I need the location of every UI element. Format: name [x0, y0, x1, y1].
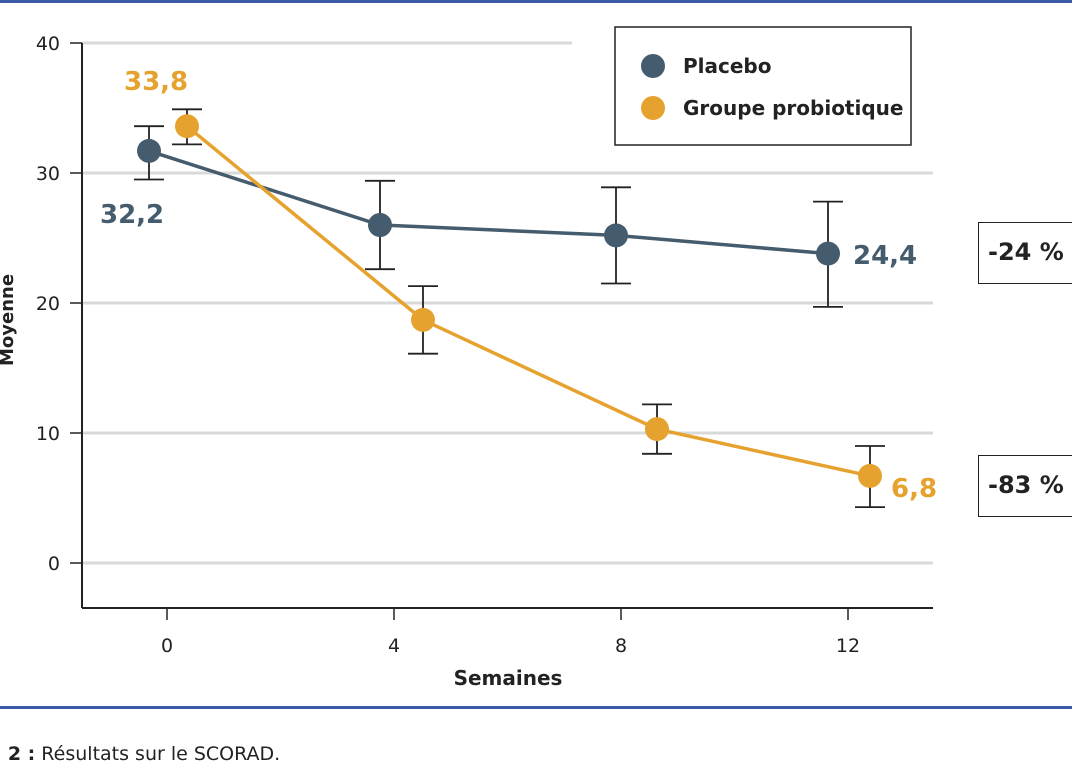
data-point — [645, 417, 669, 442]
data-label-probiotic-end: 6,8 — [891, 474, 937, 504]
data-point — [816, 241, 840, 266]
data-label-placebo-end: 24,4 — [853, 241, 917, 271]
data-point — [604, 223, 628, 248]
data-point — [368, 213, 392, 237]
y-axis-title: Moyenne — [0, 274, 18, 366]
legend-marker — [641, 54, 665, 78]
placebo-change-box: -24 % — [978, 222, 1072, 284]
x-axis-title: Semaines — [454, 666, 563, 690]
data-point — [858, 463, 882, 488]
bottom-rule — [0, 706, 1072, 709]
y-tick-label: 20 — [36, 293, 60, 315]
x-tick-label: 0 — [161, 635, 173, 657]
x-tick-label: 8 — [615, 635, 627, 657]
legend-label: Groupe probiotique — [683, 96, 903, 120]
data-point — [137, 138, 161, 163]
caption-prefix: . 2 : — [0, 743, 36, 765]
y-tick-label: 10 — [36, 423, 60, 445]
y-tick-label: 40 — [36, 33, 60, 55]
caption-text: Résultats sur le SCORAD. — [35, 743, 281, 765]
probiotic-change-box: -83 % — [978, 455, 1072, 517]
figure-caption: . 2 : Résultats sur le SCORAD. — [0, 743, 280, 765]
y-tick-label: 30 — [36, 163, 60, 185]
y-tick-label: 0 — [48, 553, 60, 575]
top-rule — [0, 0, 1072, 3]
placebo-change-text: -24 % — [988, 238, 1064, 266]
series-line-placebo — [148, 149, 829, 256]
x-tick-label: 4 — [388, 635, 400, 657]
x-tick-label: 12 — [836, 635, 860, 657]
data-point — [175, 114, 199, 139]
legend-label: Placebo — [683, 54, 772, 78]
line-chart: 0 10 20 30 40 0 4 8 12 Semaines Moyenne 32,2 24,4 33,… — [0, 26, 937, 690]
data-label-placebo-start: 32,2 — [100, 200, 164, 230]
probiotic-change-text: -83 % — [988, 471, 1064, 499]
data-point — [411, 307, 435, 332]
series-line-probiotic — [185, 124, 871, 478]
data-label-probiotic-start: 33,8 — [124, 67, 188, 97]
legend-box — [614, 26, 912, 146]
legend-marker — [641, 96, 665, 120]
